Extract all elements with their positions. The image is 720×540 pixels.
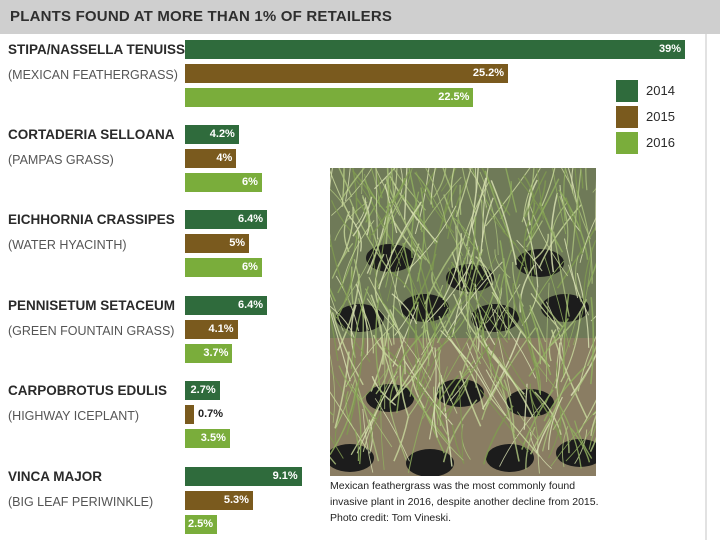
category-common-name: (BIG LEAF PERIWINKLE) [8, 495, 154, 509]
bar-2014 [185, 210, 268, 229]
data-label: 2.7% [190, 384, 216, 396]
data-label: 0.7% [197, 408, 224, 420]
category-label: EICHHORNIA CRASSIPES [8, 212, 175, 227]
bar-2014 [185, 125, 239, 144]
bar-2014 [185, 40, 685, 59]
bar-2016 [185, 515, 218, 534]
chart-title: PLANTS FOUND AT MORE THAN 1% OF RETAILER… [10, 8, 393, 25]
bar-2015 [185, 64, 509, 83]
bar-2015 [185, 149, 237, 168]
bar-2016 [185, 344, 233, 363]
category-label: STIPA/NASSELLA TENUISSIMA [8, 42, 210, 57]
category-common-name: (PAMPAS GRASS) [8, 153, 114, 167]
category-label: CORTADERIA SELLOANA [8, 127, 175, 142]
legend-swatch [616, 80, 638, 102]
legend-label: 2014 [646, 83, 675, 98]
data-label: 9.1% [272, 470, 298, 482]
data-label: 25.2% [472, 67, 505, 79]
data-label: 6.4% [237, 213, 264, 225]
data-label: 5.3% [223, 494, 249, 506]
bar-2015 [185, 405, 194, 424]
data-label: 22.5% [438, 91, 470, 103]
data-label: 4% [216, 152, 233, 164]
category-label: PENNISETUM SETACEUM [8, 298, 176, 313]
category-common-name: (HIGHWAY ICEPLANT) [8, 409, 140, 423]
data-label: 4.2% [209, 128, 235, 140]
page-edge-rule [705, 34, 707, 540]
bar-2015 [185, 234, 250, 253]
data-label: 6% [242, 261, 258, 273]
category-label: VINCA MAJOR [8, 469, 103, 484]
bar-2014 [185, 296, 268, 315]
data-label: 6.4% [237, 299, 264, 311]
bar-2016 [185, 173, 262, 192]
category-label: CARPOBROTUS EDULIS [8, 383, 168, 398]
photo-caption: Mexican feathergrass was the most common… [330, 480, 599, 524]
bar-2016 [185, 88, 474, 107]
data-label: 3.7% [203, 347, 229, 359]
legend-label: 2016 [646, 135, 675, 150]
data-label: 3.5% [200, 432, 226, 444]
data-label: 5% [229, 237, 246, 249]
bar-2015 [185, 320, 238, 339]
feathergrass-photo [330, 168, 596, 476]
category-common-name: (MEXICAN FEATHERGRASS) [8, 68, 178, 82]
legend-swatch [616, 132, 638, 154]
bar-2014 [185, 381, 220, 400]
feathergrass-photo-image [330, 168, 596, 476]
data-label: 2.5% [187, 518, 214, 530]
bar-2015 [185, 491, 253, 510]
data-label: 4.1% [208, 323, 234, 335]
legend-label: 2015 [646, 109, 675, 124]
data-label: 39% [658, 43, 681, 55]
bar-2014 [185, 467, 302, 486]
chart-title-bar: PLANTS FOUND AT MORE THAN 1% OF RETAILER… [0, 0, 720, 34]
data-label: 6% [242, 176, 258, 188]
legend-swatch [616, 106, 638, 128]
bar-2016 [185, 429, 230, 448]
category-common-name: (GREEN FOUNTAIN GRASS) [8, 324, 175, 338]
bar-2016 [185, 258, 262, 277]
category-common-name: (WATER HYACINTH) [8, 238, 127, 252]
